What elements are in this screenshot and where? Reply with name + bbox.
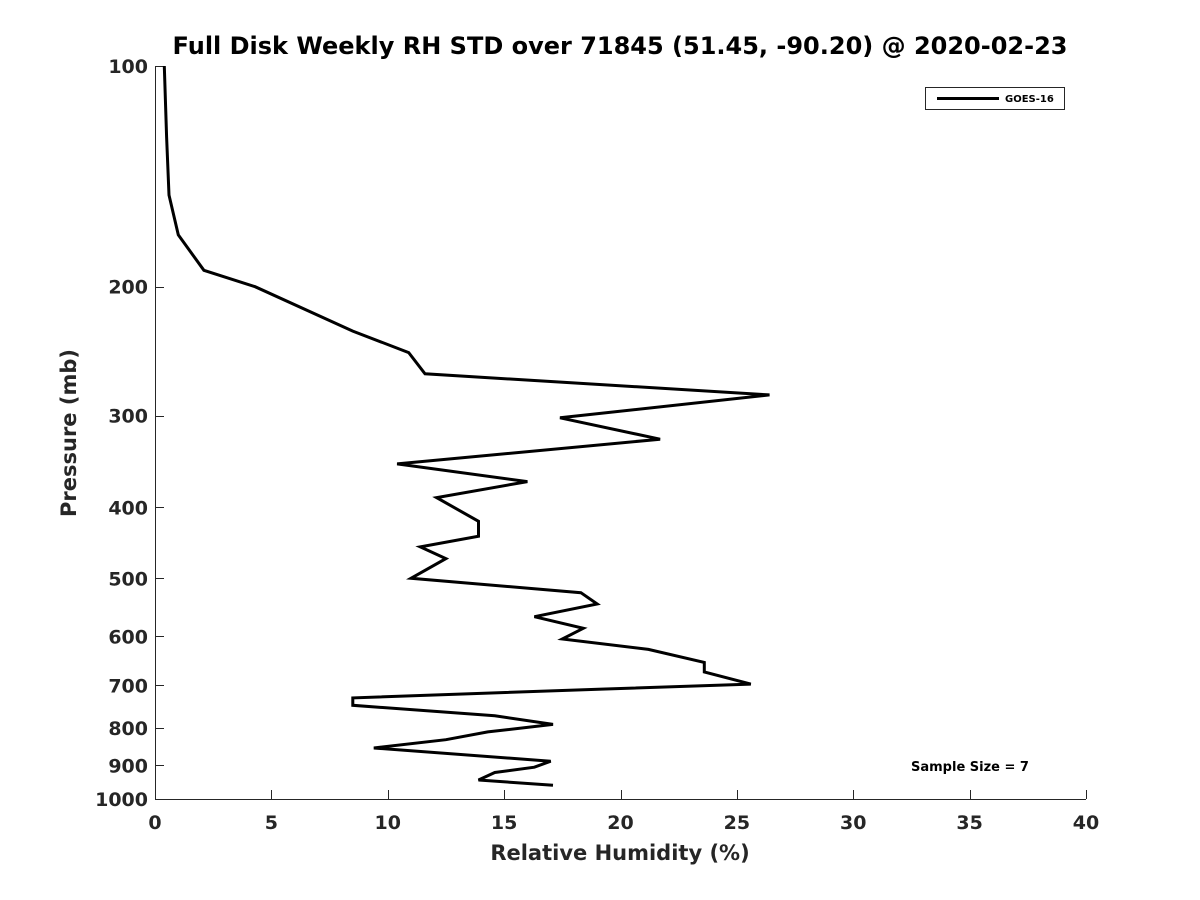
y-tick-label: 400 (108, 497, 148, 519)
x-tick-label: 0 (148, 812, 161, 834)
y-tick-label: 1000 (95, 789, 148, 811)
y-axis-ticks: 100 200 300 400 500 600 700 800 900 1000 (95, 56, 164, 811)
x-tick-label: 35 (956, 812, 982, 834)
chart-title: Full Disk Weekly RH STD over 71845 (51.4… (173, 32, 1068, 60)
y-tick-label: 600 (108, 626, 148, 648)
legend-label-goes-16: GOES-16 (1005, 94, 1054, 105)
series-line-goes-16 (162, 65, 770, 787)
x-tick-label: 40 (1073, 812, 1099, 834)
sample-size-annotation: Sample Size = 7 (911, 760, 1029, 775)
y-axis-label: Pressure (mb) (57, 349, 81, 517)
y-tick-label: 900 (108, 755, 148, 777)
y-tick-label: 700 (108, 675, 148, 697)
y-tick-label: 500 (108, 568, 148, 590)
y-tick-label: 200 (108, 277, 148, 299)
x-tick-label: 10 (375, 812, 401, 834)
x-tick-label: 15 (491, 812, 517, 834)
x-axis-ticks: 0 5 10 15 20 25 30 35 40 (148, 790, 1099, 834)
x-tick-label: 30 (840, 812, 866, 834)
x-axis-label: Relative Humidity (%) (490, 841, 749, 865)
x-tick-label: 25 (724, 812, 750, 834)
x-tick-label: 5 (265, 812, 278, 834)
plot-area: 0 5 10 15 20 25 30 35 40 100 200 300 400 500 600 700 80… (95, 56, 1099, 834)
y-tick-label: 300 (108, 406, 148, 428)
y-tick-label: 800 (108, 718, 148, 740)
y-tick-label: 100 (108, 56, 148, 78)
x-tick-label: 20 (607, 812, 633, 834)
legend: GOES-16 (925, 87, 1065, 110)
